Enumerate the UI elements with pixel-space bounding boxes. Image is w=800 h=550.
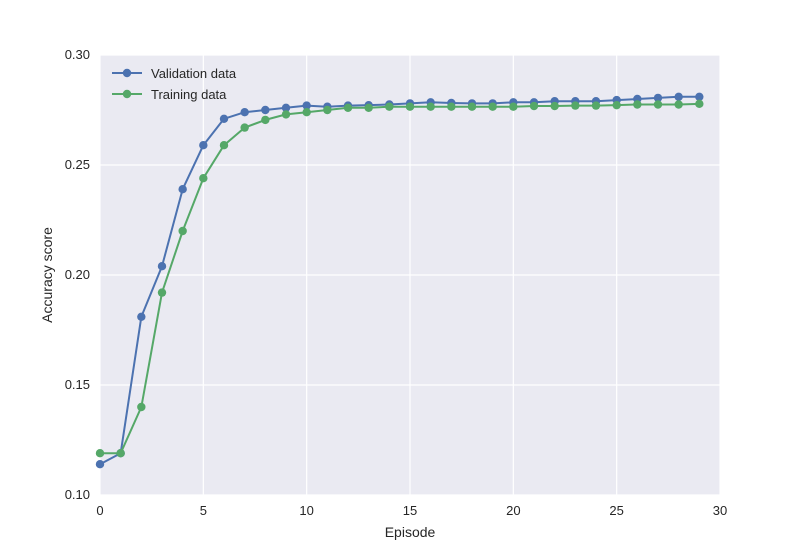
- x-tick-label: 10: [299, 503, 313, 518]
- y-axis-label: Accuracy score: [39, 227, 55, 323]
- data-point-training: [281, 110, 291, 119]
- data-point-validation: [199, 141, 208, 150]
- data-point-training: [612, 100, 621, 110]
- data-point-training: [385, 102, 394, 111]
- data-point-training: [261, 115, 270, 125]
- data-point-validation: [695, 92, 704, 102]
- data-point-training: [219, 141, 229, 150]
- data-point-training: [95, 449, 105, 458]
- x-tick-label: 25: [609, 503, 623, 518]
- y-tick-label: 0.20: [65, 267, 90, 282]
- y-tick-label: 0.30: [65, 47, 90, 62]
- data-point-validation: [302, 101, 311, 110]
- data-point-training: [529, 101, 539, 111]
- data-point-training: [488, 102, 497, 111]
- data-point-training: [674, 100, 683, 109]
- data-point-training: [116, 449, 125, 458]
- y-tick-label: 0.25: [65, 157, 90, 172]
- y-tick-label: 0.10: [65, 487, 90, 502]
- data-point-training: [467, 102, 477, 111]
- data-point-training: [426, 102, 435, 111]
- data-point-training: [509, 102, 518, 111]
- data-point-training: [240, 123, 249, 132]
- data-point-training: [591, 101, 601, 110]
- data-point-validation: [178, 185, 187, 194]
- data-point-training: [323, 105, 332, 115]
- legend-marker-training: [122, 89, 132, 99]
- data-point-validation: [653, 93, 663, 103]
- legend-label-validation: Validation data: [151, 66, 237, 81]
- data-point-training: [364, 103, 373, 113]
- x-tick-label: 30: [713, 503, 727, 518]
- data-point-validation: [261, 105, 270, 115]
- data-point-validation: [95, 460, 105, 469]
- x-tick-label: 0: [96, 503, 103, 518]
- legend: Validation data Training data: [112, 66, 237, 102]
- data-point-validation: [281, 103, 291, 113]
- x-tick-label: 15: [403, 503, 417, 518]
- data-point-training: [695, 99, 704, 109]
- data-point-training: [633, 100, 642, 109]
- data-point-training: [302, 108, 311, 117]
- tick-layer: 0 5 10 15 20 25 30 0.10 0.15 0.20 0.25 0.30: [65, 47, 728, 518]
- data-point-validation: [157, 262, 167, 271]
- x-tick-label: 5: [200, 503, 207, 518]
- data-point-training: [178, 226, 187, 236]
- data-point-training: [199, 174, 208, 183]
- legend-label-training: Training data: [151, 87, 227, 102]
- data-point-training: [653, 100, 663, 109]
- data-point-training: [550, 101, 559, 111]
- legend-marker-validation: [122, 68, 132, 78]
- x-tick-label: 20: [506, 503, 520, 518]
- series-layer: [95, 92, 704, 469]
- data-point-training: [405, 102, 415, 111]
- data-point-training: [343, 103, 353, 113]
- data-point-training: [137, 402, 146, 412]
- x-axis-label: Episode: [385, 524, 436, 540]
- data-point-training: [447, 102, 456, 111]
- grid-layer: [99, 54, 721, 496]
- data-point-training: [157, 288, 167, 297]
- data-point-training: [571, 101, 580, 110]
- y-tick-label: 0.15: [65, 377, 90, 392]
- data-point-validation: [240, 108, 249, 117]
- data-point-validation: [674, 92, 683, 102]
- data-point-validation: [137, 312, 146, 321]
- data-point-validation: [219, 114, 229, 124]
